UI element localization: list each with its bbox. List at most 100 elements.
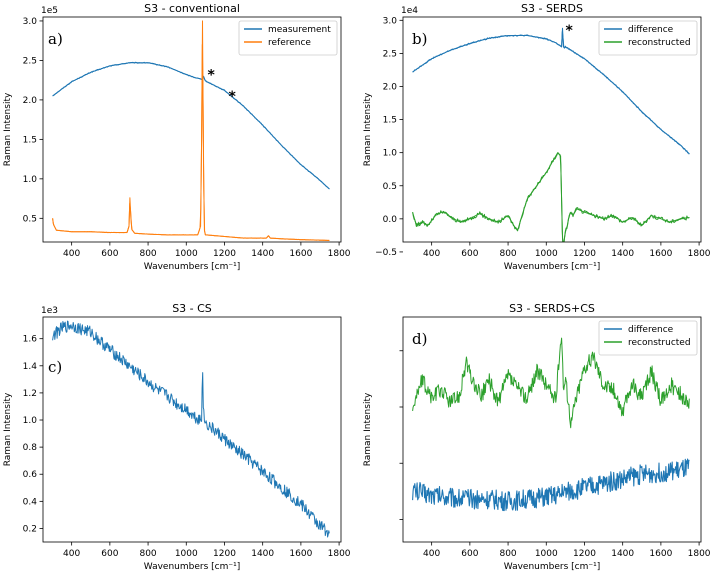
- y-tick-label: 1.5: [383, 116, 397, 126]
- peak-annotation-star: *: [228, 89, 236, 105]
- chart-title: S3 - conventional: [144, 2, 240, 15]
- x-tick-label: 1000: [535, 549, 558, 559]
- y-tick-label: 1.4: [23, 362, 38, 372]
- y-tick-label: 2.0: [23, 96, 38, 106]
- y-tick-label: 2.5: [383, 49, 397, 59]
- y-tick-label: 1.6: [23, 335, 38, 345]
- legend-label: reconstructed: [628, 38, 691, 48]
- series-peak-difference: [412, 27, 690, 155]
- x-axis-label: Wavenumbers [cm⁻¹]: [504, 262, 600, 272]
- axis-offset-label: 1e5: [41, 6, 58, 16]
- chart-panel-b: S3 - SERDS 1e4 400 600 800 1000 1200 1400 1600 18…: [363, 2, 711, 272]
- x-tick-label: 1200: [573, 249, 596, 259]
- y-tick-label: 1.0: [23, 175, 38, 185]
- x-tick-label: 1000: [175, 549, 198, 559]
- legend-label: difference: [628, 25, 674, 35]
- legend-label: measurement: [268, 25, 331, 35]
- chart-panel-d: S3 - SERDS+CS 400 600 800 1000 1200 1400 1600 18…: [363, 302, 711, 572]
- peak-annotation-star: *: [207, 68, 215, 84]
- series-line-measurement: [52, 61, 330, 190]
- y-tick-label: 0.8: [23, 443, 38, 453]
- x-tick-label: 400: [423, 549, 440, 559]
- series-peak-measurement: [52, 62, 330, 190]
- y-tick-label: 0.2: [23, 524, 37, 534]
- x-tick-label: 400: [63, 249, 80, 259]
- legend: difference reconstructed: [598, 20, 698, 56]
- chart-panel-c: S3 - CS 1e3 400 600 800 1000 1200 1400 1600 1800 0…: [3, 302, 351, 572]
- x-tick-label: 1400: [251, 249, 274, 259]
- x-tick-label: 1400: [611, 249, 634, 259]
- x-tick-label: 1600: [289, 249, 312, 259]
- legend-frame: [238, 20, 338, 56]
- x-tick-label: 1800: [688, 249, 711, 259]
- x-tick-label: 1600: [649, 249, 672, 259]
- y-tick-label: 3.0: [383, 16, 398, 26]
- x-tick-label: 1200: [573, 549, 596, 559]
- x-axis-label: Wavenumbers [cm⁻¹]: [144, 562, 240, 572]
- y-axis-label: Raman Intensity: [363, 392, 373, 466]
- x-tick-label: 1600: [649, 549, 672, 559]
- x-tick-label: 600: [101, 549, 118, 559]
- x-tick-label: 600: [101, 249, 118, 259]
- x-tick-label: 600: [461, 249, 478, 259]
- y-tick-label: 0.5: [383, 182, 397, 192]
- plot-frame: [402, 16, 702, 243]
- x-tick-label: 1000: [175, 249, 198, 259]
- legend-label: reconstructed: [628, 338, 691, 348]
- y-tick-label: 2.0: [383, 82, 398, 92]
- panel-label: c): [48, 358, 62, 376]
- series-line-reference: [52, 44, 330, 242]
- x-tick-label: 1000: [535, 249, 558, 259]
- y-tick-label: 1.0: [23, 416, 38, 426]
- x-tick-label: 1600: [289, 549, 312, 559]
- legend-frame: [598, 320, 698, 356]
- x-tick-label: 1200: [213, 249, 236, 259]
- y-tick-label: 1.0: [383, 149, 398, 159]
- y-tick-label: 0.6: [23, 470, 38, 480]
- chart-title: S3 - SERDS+CS: [509, 302, 595, 315]
- plot-frame: [42, 316, 342, 543]
- y-tick-label: 1.5: [23, 135, 37, 145]
- legend: measurement reference: [238, 20, 338, 56]
- legend-label: difference: [628, 325, 674, 335]
- legend-frame: [598, 20, 698, 56]
- series-peak-reconstructed: [412, 152, 690, 242]
- y-tick-label: 0.5: [23, 214, 37, 224]
- y-tick-label: −0.5: [375, 248, 397, 258]
- y-axis-label: Raman Intensity: [3, 92, 13, 166]
- x-axis-label: Wavenumbers [cm⁻¹]: [144, 262, 240, 272]
- y-tick-label: 1.2: [23, 389, 37, 399]
- series-line-reconstructed: [412, 152, 690, 242]
- panel-label: d): [412, 330, 427, 348]
- plot-frame: [42, 16, 342, 243]
- plot-frame: [402, 316, 702, 543]
- x-tick-label: 800: [499, 549, 516, 559]
- x-tick-label: 400: [63, 549, 80, 559]
- x-tick-label: 800: [139, 249, 156, 259]
- axis-offset-label: 1e3: [41, 306, 58, 316]
- y-axis-label: Raman Intensity: [3, 392, 13, 466]
- y-tick-label: 0.4: [23, 497, 38, 507]
- peak-annotation-star: *: [566, 23, 574, 39]
- axis-offset-label: 1e4: [401, 6, 418, 16]
- chart-title: S3 - SERDS: [521, 2, 583, 15]
- panel-label: b): [412, 30, 427, 48]
- chart-title: S3 - CS: [172, 302, 212, 315]
- x-axis-label: Wavenumbers [cm⁻¹]: [504, 562, 600, 572]
- legend: difference reconstructed: [598, 320, 698, 356]
- series-line-reconstructed: [412, 337, 690, 429]
- chart-panel-a: S3 - conventional 1e5 400 600 800 1000 1200 140…: [3, 2, 351, 272]
- x-tick-label: 800: [499, 249, 516, 259]
- x-tick-label: 800: [139, 549, 156, 559]
- y-axis-label: Raman Intensity: [363, 92, 373, 166]
- x-tick-label: 1800: [328, 549, 351, 559]
- series-line-cs: [52, 320, 330, 538]
- series-line-difference: [412, 458, 690, 512]
- y-tick-label: 2.5: [23, 56, 37, 66]
- x-tick-label: 1200: [213, 549, 236, 559]
- y-tick-label: 3.0: [23, 17, 38, 27]
- x-tick-label: 600: [461, 549, 478, 559]
- legend-label: reference: [268, 38, 311, 48]
- x-tick-label: 1800: [328, 249, 351, 259]
